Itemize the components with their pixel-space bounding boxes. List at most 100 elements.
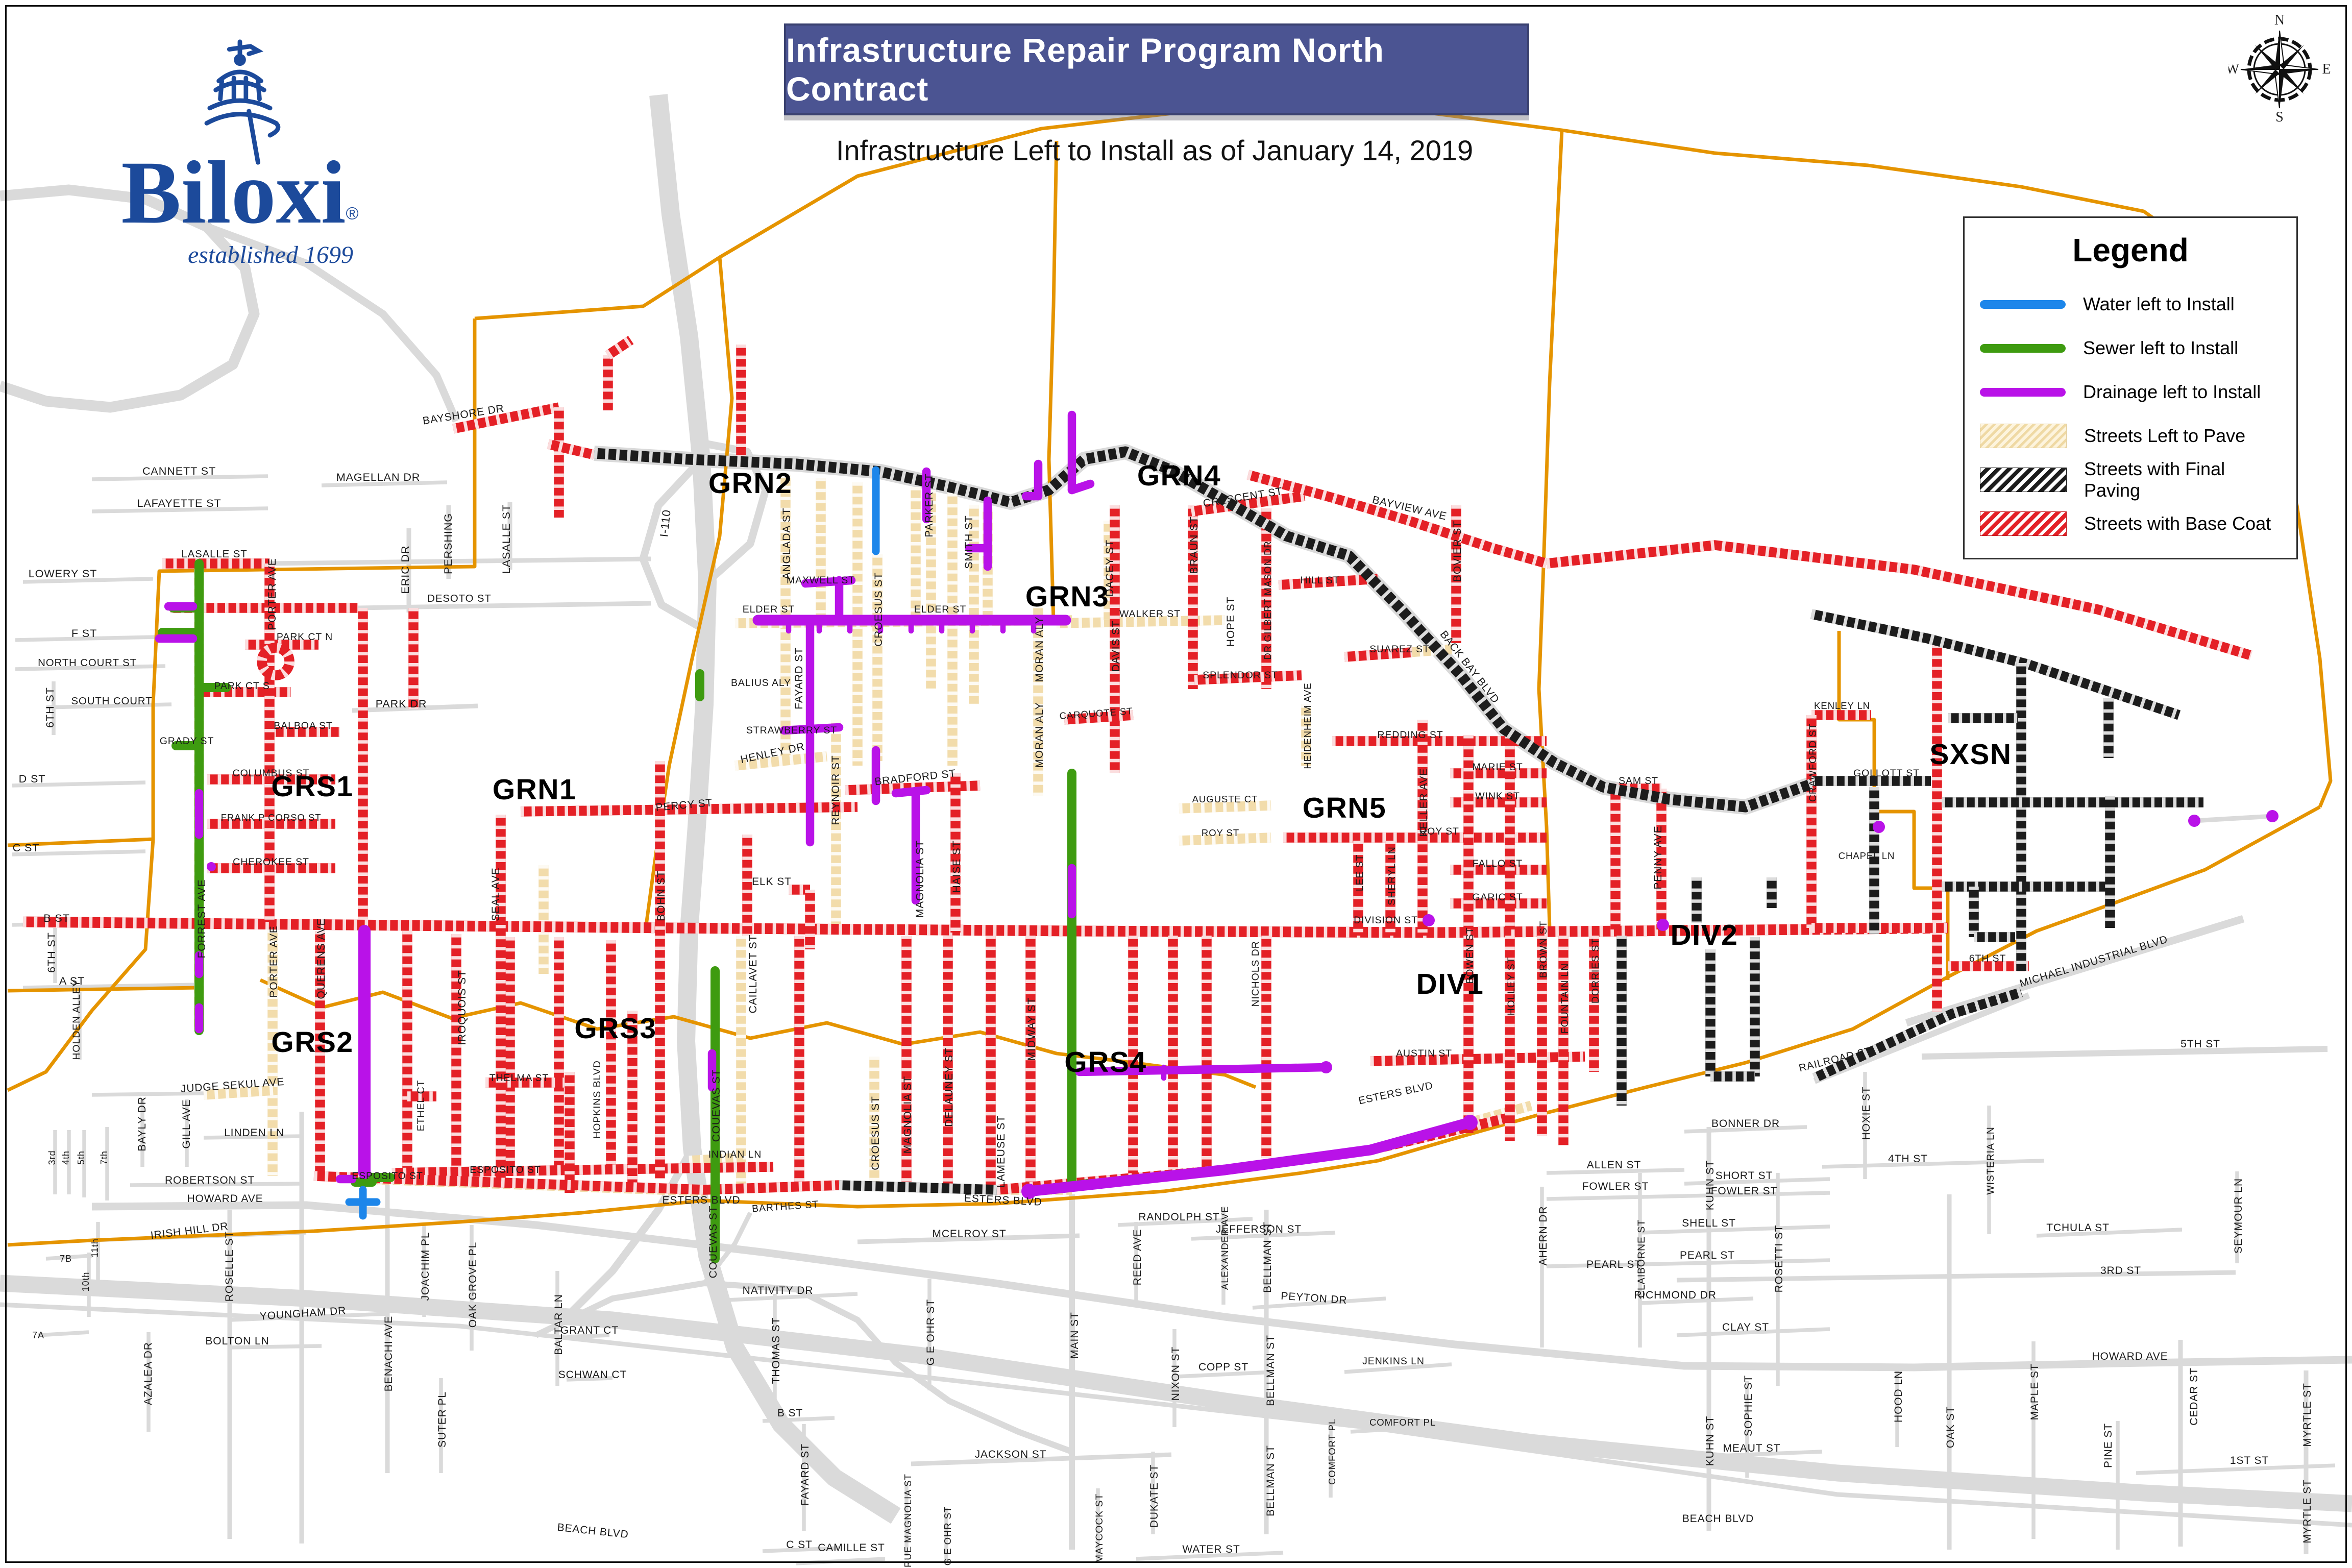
street-label: HOLDEN ALLEY [71, 979, 82, 1060]
street-label: BEACH BLVD [1682, 1513, 1754, 1525]
street-label: FORREST AVE [196, 879, 208, 958]
street-label: FALLO ST [1473, 858, 1523, 869]
street-label: MIDWAY ST [1026, 997, 1038, 1061]
zone-label-grn4: GRN4 [1137, 459, 1221, 492]
legend-label: Water left to Install [2083, 293, 2235, 314]
street-label: WATER ST [1182, 1544, 1240, 1555]
street-label: ROY ST [1419, 826, 1459, 837]
street-label: JACKSON ST [975, 1449, 1047, 1460]
street-label: OAK GROVE PL [467, 1242, 479, 1328]
street-label: COMFORT PL [1369, 1417, 1436, 1428]
street-segment-base [547, 439, 596, 460]
street-label: G E OHR ST [942, 1506, 953, 1565]
street-label: LASALLE ST [181, 549, 247, 560]
street-segment-gray [534, 1280, 1073, 1455]
street-segment-pave [1179, 800, 1271, 814]
street-label: AZALEA DR [142, 1342, 154, 1405]
street-label: LASALLE ST [500, 504, 512, 574]
street-segment-base [452, 402, 560, 434]
street-label: ALEXANDER AVE [1219, 1206, 1230, 1290]
street-label: LINDEN LN [224, 1127, 284, 1139]
street-label: BALBOA ST [274, 720, 332, 731]
street-label: COPP ST [1198, 1361, 1248, 1373]
street-segment-gray [796, 1557, 886, 1565]
street-segment-orange [7, 805, 2321, 1247]
street-segment-base [1064, 710, 1134, 725]
compass-rose-icon: N E S W [2226, 12, 2331, 125]
street-label: ELDER ST [743, 604, 795, 615]
street-label: MARIE ST [1472, 762, 1523, 773]
street-label: BOLTON LN [205, 1335, 269, 1347]
utility-dot [1657, 919, 1669, 931]
utility-dot [1320, 1061, 1332, 1073]
street-label: 5th [76, 1150, 86, 1165]
svg-text:S: S [2275, 109, 2284, 122]
street-segment-gray [762, 1546, 840, 1553]
city-logo: Biloxi® established 1699 [77, 36, 403, 269]
street-segment-orange [474, 105, 2333, 808]
street-segment-gray [1546, 1258, 1830, 1268]
street-label: 4TH ST [1888, 1153, 1928, 1165]
legend-swatch-pave-icon [1980, 424, 2067, 448]
street-label: D ST [19, 772, 46, 785]
street-segment-gray [2036, 1228, 2183, 1238]
street-segment-gray [91, 506, 268, 513]
street-segment-base [1344, 647, 1412, 662]
legend-title: Legend [2072, 232, 2189, 268]
street-segment-gray [0, 1302, 2352, 1528]
street-label: WISTERIA LN [1985, 1126, 1996, 1194]
street-segment-final [594, 446, 1814, 813]
street-label: 6TH ST [43, 687, 56, 728]
street-segment-gray [1252, 1296, 1386, 1310]
street-label: DAVIS ST [1110, 620, 1122, 672]
street-label: LEE ST [1354, 854, 1365, 892]
street-label: ROY ST [1202, 827, 1239, 838]
street-segment-gray [857, 1233, 1080, 1244]
street-segment-gray [1639, 1224, 1830, 1235]
street-label: CROESUS ST [870, 1096, 881, 1170]
svg-text:E: E [2322, 61, 2331, 77]
legend-item-pave: Streets Left to Pave [1980, 414, 2281, 458]
street-label: ELDER ST [914, 604, 967, 615]
street-label: MORAN ALY [1034, 702, 1045, 768]
street-label: SUTER PL [436, 1391, 448, 1448]
legend-swatch-base-icon [1980, 511, 2067, 536]
street-segment-gray [91, 1091, 204, 1097]
street-label: CAILLAVET ST [747, 935, 759, 1014]
street-segment-drainage [801, 576, 856, 588]
street-label: SMITH ST [963, 515, 975, 569]
street-segment-gray [911, 1452, 1172, 1466]
street-label: BONNER DR [1711, 1118, 1780, 1130]
street-label: SCHWAN CT [558, 1369, 627, 1381]
street-label: B ST [43, 912, 70, 924]
street-label: B ST [777, 1407, 803, 1419]
lighthouse-icon [204, 39, 281, 165]
street-label: MAXWELL ST [787, 575, 855, 586]
street-label: PENNY AVE [1652, 825, 1664, 889]
street-label: ANGLADA ST [781, 508, 793, 580]
street-label: FAYARD ST [799, 1443, 811, 1506]
street-label: BROWN ST [1538, 921, 1549, 978]
street-segment-gray [91, 474, 268, 481]
legend-label: Sewer left to Install [2083, 337, 2239, 358]
street-segment-gray [1822, 1159, 2045, 1169]
street-label: LAMEUSE ST [995, 1115, 1007, 1188]
street-segment-gray [1676, 1270, 2236, 1283]
street-label: BOVIER ST [1452, 521, 1463, 582]
layer-final [594, 446, 2203, 1195]
street-segment-gray [2136, 1463, 2336, 1475]
street-segment-gray [1684, 1177, 1830, 1186]
legend-item-final: Streets with Final Paving [1980, 458, 2281, 502]
legend-item-base: Streets with Base Coat [1980, 502, 2281, 546]
street-segment-orange [7, 986, 200, 993]
street-segment-gray [1117, 1217, 1253, 1227]
utility-dot [207, 862, 216, 871]
street-label: STRAWBERRY ST [746, 725, 837, 736]
street-label: 7B [60, 1254, 72, 1264]
street-label: LAFAYETTE ST [137, 497, 221, 509]
street-segment-base [1370, 1051, 1585, 1066]
street-label: HOOD LN [1893, 1370, 1904, 1423]
street-segment-gray [45, 1254, 92, 1261]
legend-label: Streets with Base Coat [2084, 513, 2271, 534]
